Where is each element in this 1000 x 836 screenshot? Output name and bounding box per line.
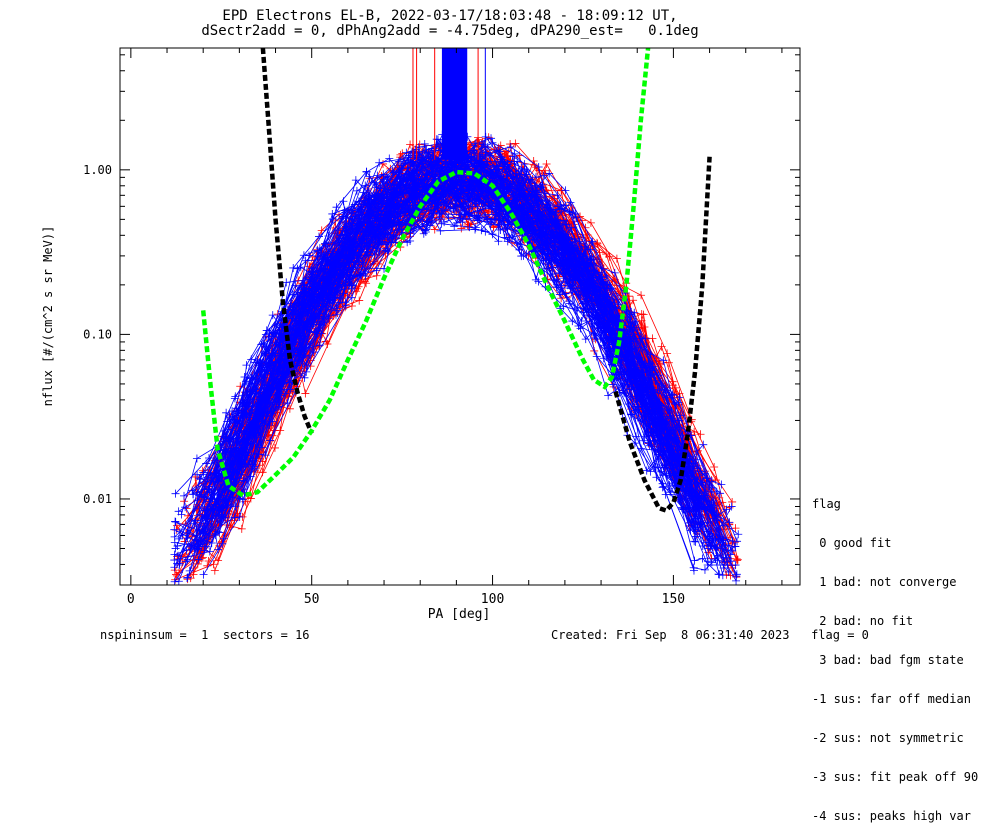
x-tick-label: 150 [662, 592, 685, 607]
legend-item: 0 good fit [812, 536, 892, 550]
legend-title: flag [812, 497, 841, 511]
x-tick-label: 100 [481, 592, 504, 607]
x-axis-label: PA [deg] [428, 607, 491, 622]
fit-curves [200, 48, 712, 514]
x-tick-label: 0 [127, 592, 135, 607]
blue-flux-curve [174, 147, 707, 516]
pitch-angle-chart: 0 50 100 150 0.01 0.10 1.00 PA [deg] nflux [#/… [41, 47, 801, 622]
flag-legend: flag 0 good fit 1 bad: not converge 2 ba… [812, 472, 978, 836]
x-tick-label: 50 [304, 592, 320, 607]
chart-title: EPD Electrons EL-B, 2022-03-17/18:03:48 … [222, 8, 678, 24]
green-fit-curve [200, 48, 651, 498]
off-scale-band [441, 48, 468, 160]
legend-item: -4 sus: peaks high var [812, 809, 971, 823]
legend-item: 2 bad: no fit [812, 614, 914, 628]
footer-created: Created: Fri Sep 8 06:31:40 2023 flag = … [551, 628, 869, 642]
y-tick-label: 1.00 [83, 163, 112, 177]
y-axis-label: nflux [#/(cm^2 s sr MeV)] [41, 226, 55, 407]
y-tick-label: 0.10 [83, 327, 112, 341]
blue-flux-curve [193, 145, 704, 502]
legend-item: 1 bad: not converge [812, 575, 957, 589]
plot-frame [119, 47, 801, 586]
legend-item: -3 sus: fit peak off 90 [812, 770, 979, 784]
legend-item: 3 bad: bad fgm state [812, 653, 964, 667]
axes: 0 50 100 150 0.01 0.10 1.00 [83, 48, 800, 607]
legend-item: -2 sus: not symmetric [812, 731, 964, 745]
black-fit-curve [260, 48, 314, 435]
chart-subtitle: dSectr2add = 0, dPhAng2add = -4.75deg, d… [201, 23, 699, 39]
legend-item: -1 sus: far off median [812, 692, 971, 706]
footer-sectors: nspininsum = 1 sectors = 16 [100, 628, 310, 642]
y-tick-label: 0.01 [83, 492, 112, 506]
blue-flux-curve [220, 166, 717, 504]
blue-flux-curve [194, 174, 723, 579]
